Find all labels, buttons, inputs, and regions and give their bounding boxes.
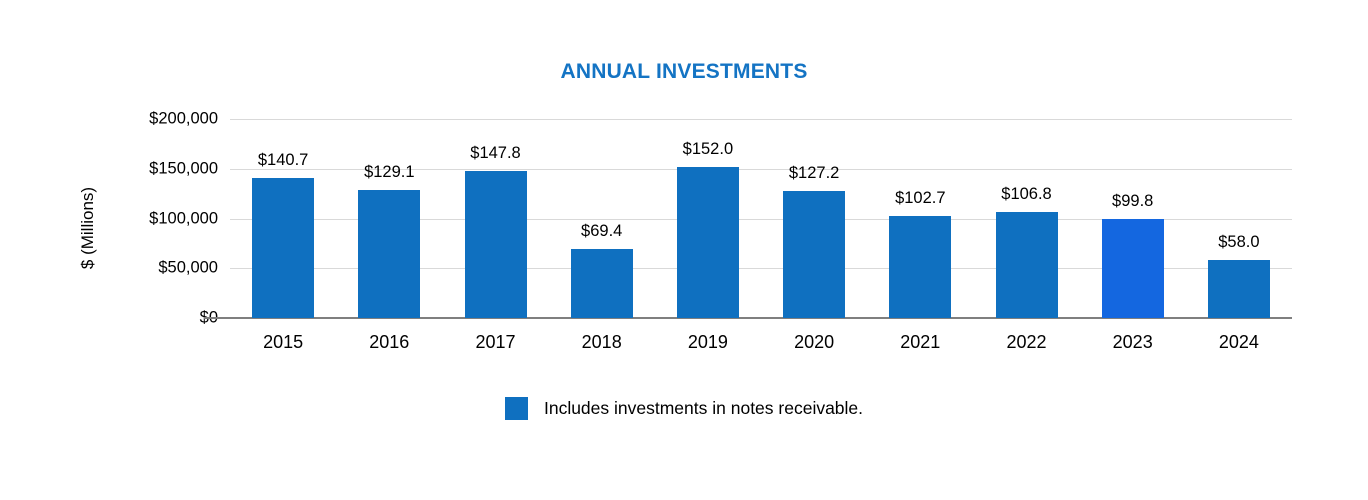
- x-tick-label: 2015: [263, 332, 304, 352]
- plot-area: $140.7 2015 $129.1 2016 $147.8 2017 $69.4 2018 $…: [204, 119, 1292, 352]
- gridline: [230, 268, 1292, 270]
- legend-label: Includes investments in notes receivable…: [543, 398, 864, 418]
- legend-swatch: [504, 397, 528, 420]
- bar-value-label: $129.1: [364, 162, 415, 181]
- bar-2015: [252, 178, 315, 318]
- bar-value-label: $152.0: [682, 139, 734, 158]
- legend: Includes investments in notes receivable…: [0, 397, 1368, 420]
- gridline: [230, 218, 1292, 220]
- x-tick-label: 2018: [581, 332, 622, 352]
- y-tick-label: $100,000: [149, 209, 218, 227]
- bar-2024: [1207, 260, 1270, 318]
- x-tick-label: 2016: [369, 332, 410, 352]
- y-tick-label: $150,000: [149, 159, 218, 178]
- gridline: [230, 119, 1292, 120]
- bar-value-label: $147.8: [470, 143, 521, 162]
- chart-title: ANNUAL INVESTMENTS: [560, 60, 808, 83]
- y-tick-label: $200,000: [149, 109, 218, 128]
- bar-value-label: $102.7: [895, 188, 946, 207]
- bar-value-label: $140.7: [257, 151, 309, 170]
- x-tick-label: 2017: [475, 332, 516, 352]
- bar-2019: [676, 166, 739, 318]
- bar-2018: [570, 248, 633, 318]
- x-axis-line: [204, 317, 1292, 319]
- x-tick-label: 2023: [1112, 332, 1153, 352]
- bar-2016: [358, 189, 421, 318]
- bar-value-label: $127.2: [788, 164, 840, 183]
- y-tick-label: $50,000: [158, 258, 218, 277]
- gridline: [230, 168, 1292, 170]
- x-tick-label: 2024: [1218, 332, 1259, 352]
- bar-2021: [889, 215, 952, 318]
- x-tick-label: 2022: [1006, 332, 1047, 352]
- x-tick-label: 2019: [687, 332, 728, 352]
- bar-value-label: $69.4: [581, 221, 623, 240]
- bar-value-label: $99.8: [1112, 191, 1154, 210]
- bar-value-label: $106.8: [1001, 184, 1052, 203]
- bar-2023: [1101, 218, 1164, 318]
- x-tick-label: 2021: [900, 332, 941, 352]
- bar-2022: [995, 211, 1058, 318]
- bar-2017: [464, 170, 527, 318]
- bar-2020: [783, 191, 846, 318]
- x-tick-label: 2020: [794, 332, 835, 352]
- bar-value-label: $58.0: [1218, 233, 1260, 252]
- y-axis-tick-labels: $200,000 $150,000 $100,000 $50,000 $0: [90, 110, 218, 327]
- y-tick-label: $0: [199, 308, 218, 327]
